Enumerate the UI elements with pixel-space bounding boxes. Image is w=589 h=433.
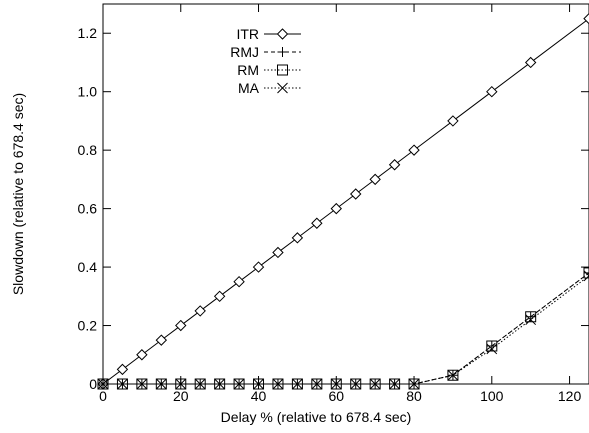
legend-label: ITR bbox=[236, 26, 259, 42]
data-point-square bbox=[486, 340, 498, 352]
y-axis-title: Slowdown (relative to 678.4 sec) bbox=[10, 93, 26, 295]
data-point-diamond bbox=[350, 188, 362, 200]
x-tick-label: 60 bbox=[328, 388, 344, 404]
data-point-diamond bbox=[408, 144, 420, 156]
y-tick-label: 0.6 bbox=[78, 201, 98, 217]
x-tick-label: 0 bbox=[99, 388, 107, 404]
data-point-diamond bbox=[311, 217, 323, 229]
data-point-square bbox=[389, 378, 401, 390]
data-point-diamond bbox=[194, 305, 206, 317]
data-point-x bbox=[136, 378, 148, 390]
legend-item: ITR bbox=[236, 26, 301, 42]
data-point-x bbox=[155, 378, 167, 390]
legend: ITR RMJ RM MA bbox=[230, 26, 301, 96]
legend-marker-plus bbox=[277, 47, 288, 57]
data-point-diamond bbox=[524, 56, 537, 69]
series-rmj bbox=[98, 267, 589, 389]
data-point-square bbox=[447, 369, 459, 381]
data-point-x bbox=[292, 378, 303, 390]
x-axis-title: Delay % (relative to 678.4 sec) bbox=[221, 409, 412, 425]
legend-marker-x bbox=[277, 82, 288, 94]
y-tick-label: 0.2 bbox=[78, 318, 98, 334]
data-point-diamond bbox=[213, 290, 226, 303]
axis-ticks bbox=[102, 4, 589, 385]
data-point-square bbox=[311, 378, 323, 390]
data-point-x bbox=[525, 314, 537, 326]
x-tick-label: 40 bbox=[251, 388, 267, 404]
data-point-square bbox=[525, 311, 537, 323]
data-point-x bbox=[447, 369, 459, 381]
x-tick-label: 120 bbox=[558, 388, 582, 404]
series-line bbox=[102, 18, 589, 385]
data-point-x bbox=[214, 378, 225, 390]
data-point-diamond bbox=[388, 159, 401, 171]
data-point-x bbox=[330, 378, 342, 390]
data-point-x bbox=[194, 378, 206, 390]
data-point-x bbox=[389, 378, 400, 390]
data-point-x bbox=[350, 378, 362, 390]
plot-area-border bbox=[102, 3, 589, 385]
data-point-square bbox=[214, 378, 226, 390]
data-point-diamond bbox=[136, 349, 148, 361]
legend-label: RMJ bbox=[230, 44, 259, 60]
data-point-diamond bbox=[447, 115, 459, 127]
y-tick-label: 1.0 bbox=[78, 84, 98, 100]
series-layer bbox=[97, 12, 589, 390]
axis-tick-labels: 0 20 40 60 80 100 120 0 0.2 0.4 0.6 0.8 1.0 1.2 bbox=[78, 25, 582, 404]
data-point-diamond bbox=[486, 85, 498, 98]
series-itr bbox=[97, 12, 589, 390]
data-point-x bbox=[408, 378, 420, 390]
data-point-diamond bbox=[583, 12, 589, 25]
data-point-x bbox=[97, 378, 109, 390]
legend-item: MA bbox=[238, 80, 301, 96]
y-tick-label: 0.8 bbox=[78, 142, 98, 158]
data-point-diamond bbox=[233, 275, 245, 288]
series-line bbox=[103, 272, 589, 385]
data-point-diamond bbox=[369, 173, 381, 186]
data-point-square bbox=[350, 378, 362, 390]
data-point-square bbox=[175, 378, 187, 390]
legend-marker-diamond bbox=[276, 28, 289, 40]
data-point-x bbox=[175, 378, 187, 390]
data-point-x bbox=[233, 378, 245, 390]
data-point-x bbox=[253, 378, 264, 390]
legend-item: RM bbox=[237, 62, 301, 78]
data-point-diamond bbox=[116, 363, 129, 376]
data-point-x bbox=[272, 378, 284, 390]
data-point-square bbox=[136, 378, 148, 390]
data-point-x bbox=[583, 270, 589, 282]
series-line bbox=[103, 272, 589, 385]
data-point-diamond bbox=[291, 232, 304, 244]
x-tick-label: 20 bbox=[173, 388, 189, 404]
legend-marker-square bbox=[277, 64, 288, 76]
y-tick-label: 0 bbox=[89, 376, 97, 392]
y-tick-label: 1.2 bbox=[78, 25, 98, 41]
series-ma bbox=[97, 270, 589, 390]
data-point-diamond bbox=[155, 334, 168, 346]
x-tick-label: 80 bbox=[406, 388, 422, 404]
data-point-square bbox=[408, 378, 420, 390]
data-point-diamond bbox=[175, 319, 187, 332]
x-tick-label: 100 bbox=[480, 388, 504, 404]
data-point-diamond bbox=[330, 202, 342, 215]
y-tick-label: 0.4 bbox=[78, 259, 98, 275]
data-point-x bbox=[311, 378, 323, 390]
series-line bbox=[103, 275, 589, 385]
data-point-x bbox=[117, 378, 128, 390]
plot-frame bbox=[102, 3, 589, 385]
data-point-diamond bbox=[272, 246, 284, 259]
legend-item: RMJ bbox=[230, 44, 301, 60]
data-point-square bbox=[583, 267, 589, 279]
data-point-diamond bbox=[252, 261, 265, 273]
data-point-x bbox=[369, 378, 381, 390]
legend-label: RM bbox=[237, 62, 259, 78]
data-point-x bbox=[486, 343, 498, 355]
legend-label: MA bbox=[238, 80, 260, 96]
